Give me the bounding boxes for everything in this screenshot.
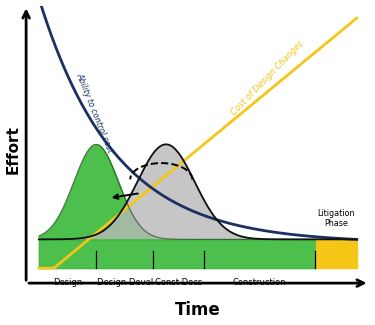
- Y-axis label: Effort: Effort: [6, 125, 21, 174]
- X-axis label: Time: Time: [175, 302, 220, 319]
- Text: Design Devel: Design Devel: [96, 278, 153, 287]
- Text: Design: Design: [53, 278, 82, 287]
- Text: Litigation
Phase: Litigation Phase: [317, 209, 355, 228]
- Text: Cost of Design Changes: Cost of Design Changes: [230, 39, 306, 117]
- Text: Construction: Construction: [233, 278, 286, 287]
- Text: Ability to control cost: Ability to control cost: [74, 72, 115, 154]
- Text: Const Docs: Const Docs: [155, 278, 203, 287]
